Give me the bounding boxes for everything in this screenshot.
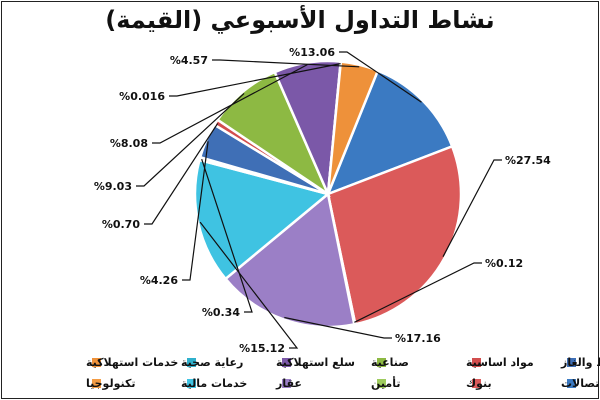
legend-swatch-خدمات-استهلاكية bbox=[92, 358, 101, 367]
legend-swatch-مواد-اساسية bbox=[472, 358, 481, 367]
leader-line-بنوك bbox=[442, 159, 502, 257]
slice-label-النفط-والغاز: %4.26 bbox=[140, 274, 179, 287]
slice-label-تكنولوجيا: %0.34 bbox=[202, 306, 241, 319]
leader-line-مواد-اساسية bbox=[144, 123, 219, 225]
legend-label-سلع-استهلاكية: سلع استهلاكية bbox=[276, 356, 355, 369]
legend-swatch-سلع-استهلاكية bbox=[282, 358, 291, 367]
legend-swatch-تأمين bbox=[377, 379, 386, 388]
legend-label-النفط-والغاز: النفط والغاز bbox=[560, 356, 600, 369]
legend-swatch-خدمات-مالية bbox=[187, 379, 196, 388]
slice-labels: %13.06 %27.54 %0.12 %17.16 %15.12 %0.34 %4.26%… bbox=[94, 46, 551, 355]
slice-label-مواد-اساسية: %0.70 bbox=[102, 218, 141, 231]
leader-line-رعاية-صحية bbox=[169, 63, 341, 97]
legend-swatch-اتصالات bbox=[567, 379, 576, 388]
pie-slice-عقار bbox=[223, 191, 356, 329]
label-leaders bbox=[136, 51, 502, 349]
legend-label-مواد-اساسية: مواد اساسية bbox=[466, 356, 534, 369]
slice-label-رعاية-صحية: %0.016 bbox=[119, 90, 165, 103]
leader-line-سلع-استهلاكية bbox=[152, 64, 308, 144]
legend-label-اتصالات: اتصالات bbox=[561, 377, 600, 390]
legend-label-رعاية-صحية: رعاية صحية bbox=[181, 356, 243, 369]
pie-slice-بنوك bbox=[326, 144, 463, 326]
leader-line-خدمات-مالية bbox=[199, 221, 299, 349]
slice-label-سلع-استهلاكية: %8.08 bbox=[110, 137, 148, 150]
leader-line-عقار bbox=[284, 316, 392, 339]
legend-label-خدمات-استهلاكية: خدمات استهلاكية bbox=[86, 356, 178, 369]
legend-swatch-صناعية bbox=[377, 358, 386, 367]
pie-slices bbox=[193, 59, 463, 329]
leader-line-اتصالات bbox=[339, 51, 422, 103]
legend-swatch-عقار bbox=[282, 379, 291, 388]
legend-label-عقار: عقار bbox=[275, 377, 302, 390]
legend-swatch-تكنولوجيا bbox=[92, 379, 101, 388]
legend-swatch-بنوك bbox=[472, 379, 481, 388]
leader-line-خدمات-استهلاكية bbox=[212, 59, 360, 68]
legend-swatch-رعاية-صحية bbox=[187, 358, 196, 367]
chart-title: نشاط التداول الأسبوعي (القيمة) bbox=[105, 5, 494, 34]
legend-swatch-النفط-والغاز bbox=[567, 358, 576, 367]
pie-slice-خدمات-استهلاكية bbox=[326, 60, 380, 195]
slice-label-اتصالات: %13.06 bbox=[289, 46, 335, 59]
leader-line-النفط-والغاز bbox=[182, 141, 209, 281]
slice-label-خدمات-استهلاكية: %4.57 bbox=[170, 54, 208, 67]
leader-line-صناعية bbox=[136, 92, 245, 187]
legend: خدمات استهلاكية رعاية صحية سلع استهلاكية صن… bbox=[86, 356, 600, 390]
slice-label-خدمات-مالية: %15.12 bbox=[239, 342, 285, 355]
leader-line-تأمين bbox=[354, 262, 482, 323]
legend-label-بنوك: بنوك bbox=[466, 377, 492, 390]
legend-label-خدمات-مالية: خدمات مالية bbox=[181, 377, 247, 390]
leader-line-تكنولوجيا bbox=[201, 159, 253, 313]
slice-label-صناعية: %9.03 bbox=[94, 180, 132, 193]
slice-label-بنوك: %27.54 bbox=[505, 154, 551, 167]
pie-slice-خدمات-مالية bbox=[193, 158, 331, 281]
legend-label-صناعية: صناعية bbox=[371, 356, 409, 369]
slice-label-عقار: %17.16 bbox=[395, 332, 441, 345]
legend-label-تأمين: تأمين bbox=[371, 376, 400, 390]
legend-label-تكنولوجيا: تكنولوجيا bbox=[86, 377, 136, 390]
slice-label-تأمين: %0.12 bbox=[485, 257, 523, 270]
